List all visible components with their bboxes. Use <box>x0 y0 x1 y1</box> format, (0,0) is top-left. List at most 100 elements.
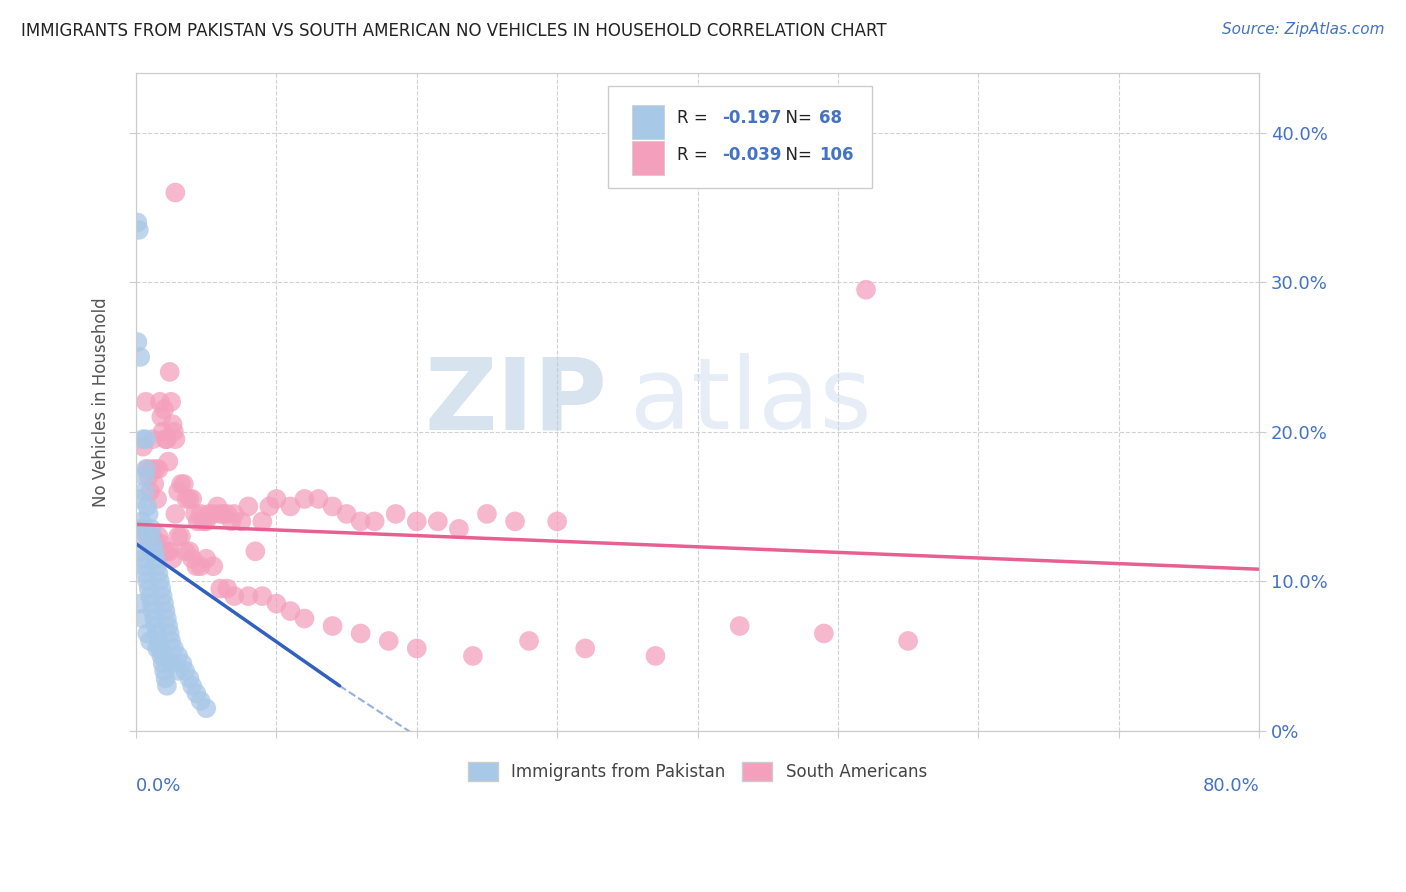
Point <box>163 641 186 656</box>
Point <box>142 529 165 543</box>
Point <box>155 432 177 446</box>
Point <box>574 641 596 656</box>
Point <box>174 664 197 678</box>
Point <box>259 500 281 514</box>
Point <box>174 544 197 558</box>
Point <box>167 648 190 663</box>
Text: 106: 106 <box>818 145 853 163</box>
Point <box>134 484 156 499</box>
Point <box>153 544 176 558</box>
Point <box>129 529 152 543</box>
Point <box>160 394 183 409</box>
Point <box>322 500 344 514</box>
Point <box>155 671 177 685</box>
Point <box>149 574 172 589</box>
Point <box>131 515 153 529</box>
Y-axis label: No Vehicles in Household: No Vehicles in Household <box>93 297 110 507</box>
Point <box>181 551 204 566</box>
Point <box>159 544 181 558</box>
Point <box>160 657 183 671</box>
Point <box>187 515 209 529</box>
Point <box>142 432 165 446</box>
Point <box>644 648 666 663</box>
Text: 80.0%: 80.0% <box>1202 777 1258 795</box>
Point <box>280 604 302 618</box>
Point <box>129 597 152 611</box>
Point <box>136 626 159 640</box>
Point <box>221 515 243 529</box>
Point <box>127 334 149 349</box>
Point <box>209 582 232 596</box>
Point <box>128 223 150 237</box>
Point <box>294 611 316 625</box>
Point <box>231 515 253 529</box>
Point <box>163 425 186 439</box>
Point <box>145 537 167 551</box>
Point <box>149 394 172 409</box>
Point <box>150 582 173 596</box>
Point <box>157 619 180 633</box>
Text: IMMIGRANTS FROM PAKISTAN VS SOUTH AMERICAN NO VEHICLES IN HOUSEHOLD CORRELATION : IMMIGRANTS FROM PAKISTAN VS SOUTH AMERIC… <box>21 22 887 40</box>
Point <box>135 432 157 446</box>
Point <box>135 394 157 409</box>
Point <box>156 544 179 558</box>
Point <box>141 597 163 611</box>
Point <box>132 611 155 625</box>
Point <box>159 626 181 640</box>
Point <box>148 529 170 543</box>
Point <box>136 462 159 476</box>
Point <box>546 515 568 529</box>
Point <box>167 529 190 543</box>
Point <box>129 350 152 364</box>
Point <box>139 589 162 603</box>
Point <box>132 440 155 454</box>
Point <box>195 701 218 715</box>
Point <box>139 484 162 499</box>
Text: R =: R = <box>678 110 713 128</box>
Point <box>363 515 385 529</box>
Point <box>190 559 212 574</box>
Point <box>139 537 162 551</box>
Point <box>132 551 155 566</box>
Point <box>212 507 235 521</box>
Point <box>503 515 526 529</box>
Point <box>131 544 153 558</box>
Point <box>143 477 166 491</box>
Point <box>165 186 187 200</box>
Point <box>136 500 159 514</box>
Point <box>252 515 274 529</box>
Point <box>146 626 169 640</box>
Point <box>153 597 176 611</box>
Text: -0.197: -0.197 <box>723 110 782 128</box>
Text: ZIP: ZIP <box>425 353 607 450</box>
Point <box>349 626 371 640</box>
Text: Source: ZipAtlas.com: Source: ZipAtlas.com <box>1222 22 1385 37</box>
Point <box>190 694 212 708</box>
Point <box>157 454 180 468</box>
Point <box>728 619 751 633</box>
Point <box>153 402 176 417</box>
Point <box>207 500 229 514</box>
Point <box>139 529 162 543</box>
Point <box>461 648 484 663</box>
Point <box>167 664 190 678</box>
Point <box>135 462 157 476</box>
Legend: Immigrants from Pakistan, South Americans: Immigrants from Pakistan, South American… <box>461 756 934 788</box>
Point <box>202 507 225 521</box>
Point <box>447 522 470 536</box>
Point <box>150 409 173 424</box>
Point <box>134 559 156 574</box>
Point <box>193 515 215 529</box>
Point <box>156 679 179 693</box>
Point <box>181 491 204 506</box>
Point <box>138 582 160 596</box>
Point <box>195 515 218 529</box>
Point <box>165 507 187 521</box>
Point <box>135 566 157 581</box>
Point <box>813 626 835 640</box>
Point <box>139 544 162 558</box>
Point <box>181 679 204 693</box>
Point <box>475 507 498 521</box>
Point <box>186 559 208 574</box>
Point <box>349 515 371 529</box>
